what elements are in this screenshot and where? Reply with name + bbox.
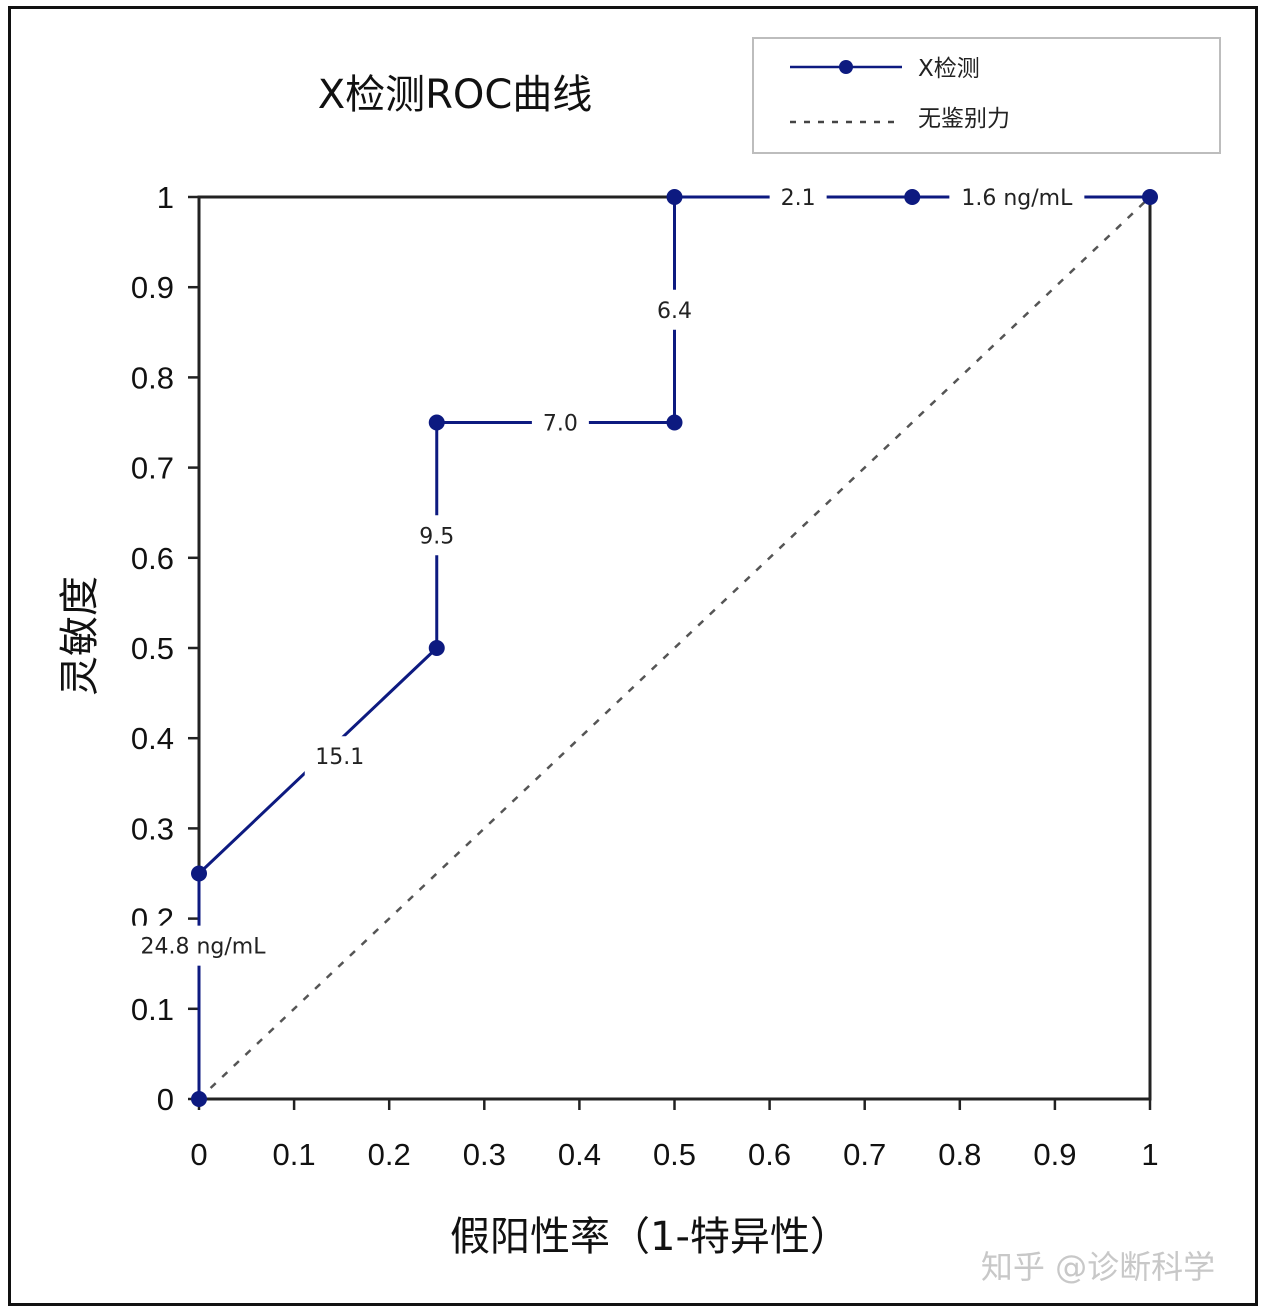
watermark: 知乎 @诊断科学 (981, 1248, 1215, 1286)
y-tick-label: 0.4 (131, 721, 174, 756)
roc-point (666, 414, 683, 431)
x-tick-label: 0 (190, 1137, 207, 1172)
y-tick-label: 0.1 (131, 992, 174, 1027)
x-tick-label: 0.4 (558, 1137, 601, 1172)
threshold-label-bg (129, 925, 285, 966)
roc-point (191, 1091, 207, 1107)
diagonal-reference-line (198, 196, 1151, 1100)
x-tick-label: 0.3 (463, 1137, 506, 1172)
legend-label-no-discrimination: 无鉴别力 (918, 106, 1010, 132)
threshold-label-bg (769, 177, 827, 217)
roc-point (904, 189, 921, 205)
legend-marker-x-detection (839, 60, 853, 74)
threshold-label-bg (304, 736, 375, 777)
x-tick-label: 0.7 (843, 1137, 886, 1172)
threshold-label-bg (646, 289, 703, 330)
y-tick-label: 0.9 (131, 270, 174, 305)
roc-point (428, 414, 445, 431)
threshold-label: 6.4 (657, 299, 692, 324)
threshold-labels: 24.8 ng/mL 15.1 9.5 7.0 6.4 2.1 1.6 ng/mL (129, 177, 1085, 966)
threshold-label: 9.5 (419, 524, 454, 549)
x-axis-label: 假阳性率（1-特异性） (450, 1214, 850, 1260)
no-discrimination-line (198, 196, 1151, 1100)
x-tick-label: 0.6 (748, 1137, 791, 1172)
y-axis: 00.10.20.30.40.50.60.70.80.91 (131, 180, 199, 1117)
threshold-label-bg (408, 515, 466, 556)
x-tick-label: 0.8 (938, 1137, 981, 1172)
threshold-label-bg (949, 177, 1085, 217)
x-tick-label: 0.1 (273, 1137, 316, 1172)
roc-point (1142, 189, 1158, 205)
x-tick-label: 1 (1141, 1137, 1158, 1172)
y-tick-label: 0.7 (131, 451, 174, 486)
legend-box (752, 37, 1221, 154)
roc-point (428, 640, 445, 656)
chart-title: X检测ROC曲线 (318, 72, 593, 118)
y-tick-label: 0.6 (131, 541, 174, 576)
x-tick-label: 0.2 (368, 1137, 411, 1172)
y-axis-label: 灵敏度 (57, 576, 103, 696)
x-tick-label: 0.5 (653, 1137, 696, 1172)
threshold-label: 15.1 (315, 745, 364, 770)
threshold-label: 24.8 ng/mL (141, 935, 267, 960)
y-tick-label: 0.8 (131, 360, 174, 395)
threshold-label: 2.1 (781, 186, 816, 211)
x-tick-label: 0.9 (1033, 1137, 1076, 1172)
y-tick-label: 1 (157, 180, 174, 215)
y-tick-label: 0.3 (131, 811, 174, 846)
y-tick-label: 0.5 (131, 631, 174, 666)
chart-frame (8, 6, 1258, 1306)
threshold-label: 7.0 (543, 412, 578, 437)
y-tick-label: 0 (157, 1082, 174, 1117)
legend: X检测 无鉴别力 (752, 37, 1221, 154)
roc-point (191, 865, 207, 882)
x-detection-points (191, 189, 1158, 1107)
legend-label-x-detection: X检测 (918, 56, 980, 82)
threshold-label-bg (531, 402, 589, 443)
x-axis: 0 0.1 0.2 0.3 0.4 0.5 0.6 0.7 0.8 0.9 1 (190, 1099, 1159, 1172)
roc-point (666, 189, 683, 205)
threshold-label: 1.6 ng/mL (961, 186, 1073, 211)
